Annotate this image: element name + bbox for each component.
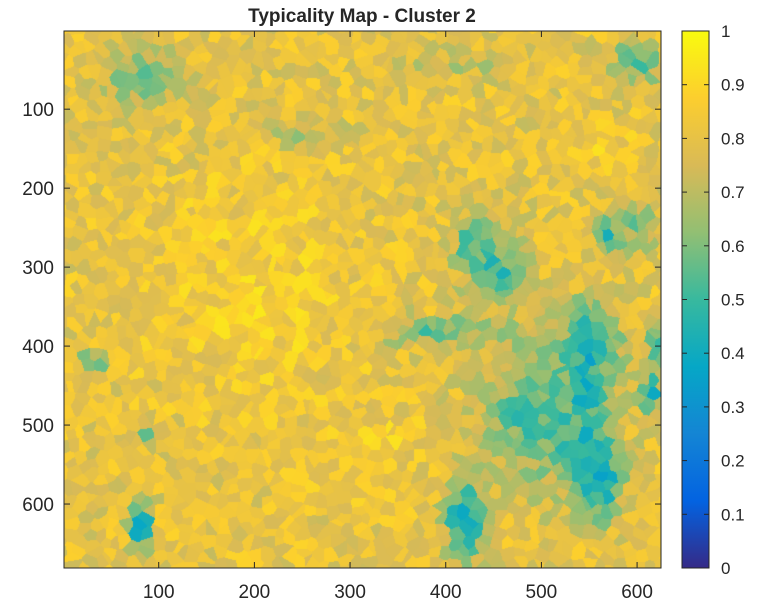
colorbar-tick-label: 0.1 xyxy=(721,505,745,524)
colorbar-tick-label: 0.2 xyxy=(721,452,745,471)
colorbar-tick-label: 0.7 xyxy=(721,183,745,202)
x-axis: 100 200 300 400 500 600 xyxy=(143,31,653,603)
heatmap-plot-area xyxy=(63,30,662,569)
colorbar-tick-label: 0.5 xyxy=(721,291,745,310)
y-tick-label: 200 xyxy=(22,179,54,200)
x-tick-label: 500 xyxy=(526,582,558,603)
x-tick-label: 400 xyxy=(430,582,462,603)
chart-title: Typicality Map - Cluster 2 xyxy=(248,6,476,27)
x-tick-label: 200 xyxy=(239,582,271,603)
x-tick-label: 300 xyxy=(334,582,366,603)
colorbar: 0 0.1 0.2 0.3 0.4 0.5 0.6 0.7 0.8 0.9 1 xyxy=(681,22,745,578)
y-tick-label: 400 xyxy=(22,337,54,358)
y-tick-label: 600 xyxy=(22,495,54,516)
heatmap-image xyxy=(64,31,661,568)
colorbar-tick-label: 1 xyxy=(721,22,730,41)
y-axis: 100 200 300 400 500 600 xyxy=(22,100,661,516)
colorbar-tick-label: 0.8 xyxy=(721,129,745,148)
y-tick-label: 300 xyxy=(22,258,54,279)
y-tick-label: 100 xyxy=(22,100,54,121)
y-tick-label: 500 xyxy=(22,416,54,437)
colorbar-tick-label: 0.9 xyxy=(721,76,745,95)
x-tick-label: 600 xyxy=(621,582,653,603)
colorbar-tick-label: 0 xyxy=(721,559,730,578)
colorbar-tick-label: 0.4 xyxy=(721,344,745,363)
x-tick-label: 100 xyxy=(143,582,175,603)
colorbar-tick-label: 0.6 xyxy=(721,237,745,256)
plot-box xyxy=(63,30,662,569)
colorbar-tick-label: 0.3 xyxy=(721,398,745,417)
colorbar-ticks: 0 0.1 0.2 0.3 0.4 0.5 0.6 0.7 0.8 0.9 1 xyxy=(682,22,745,578)
